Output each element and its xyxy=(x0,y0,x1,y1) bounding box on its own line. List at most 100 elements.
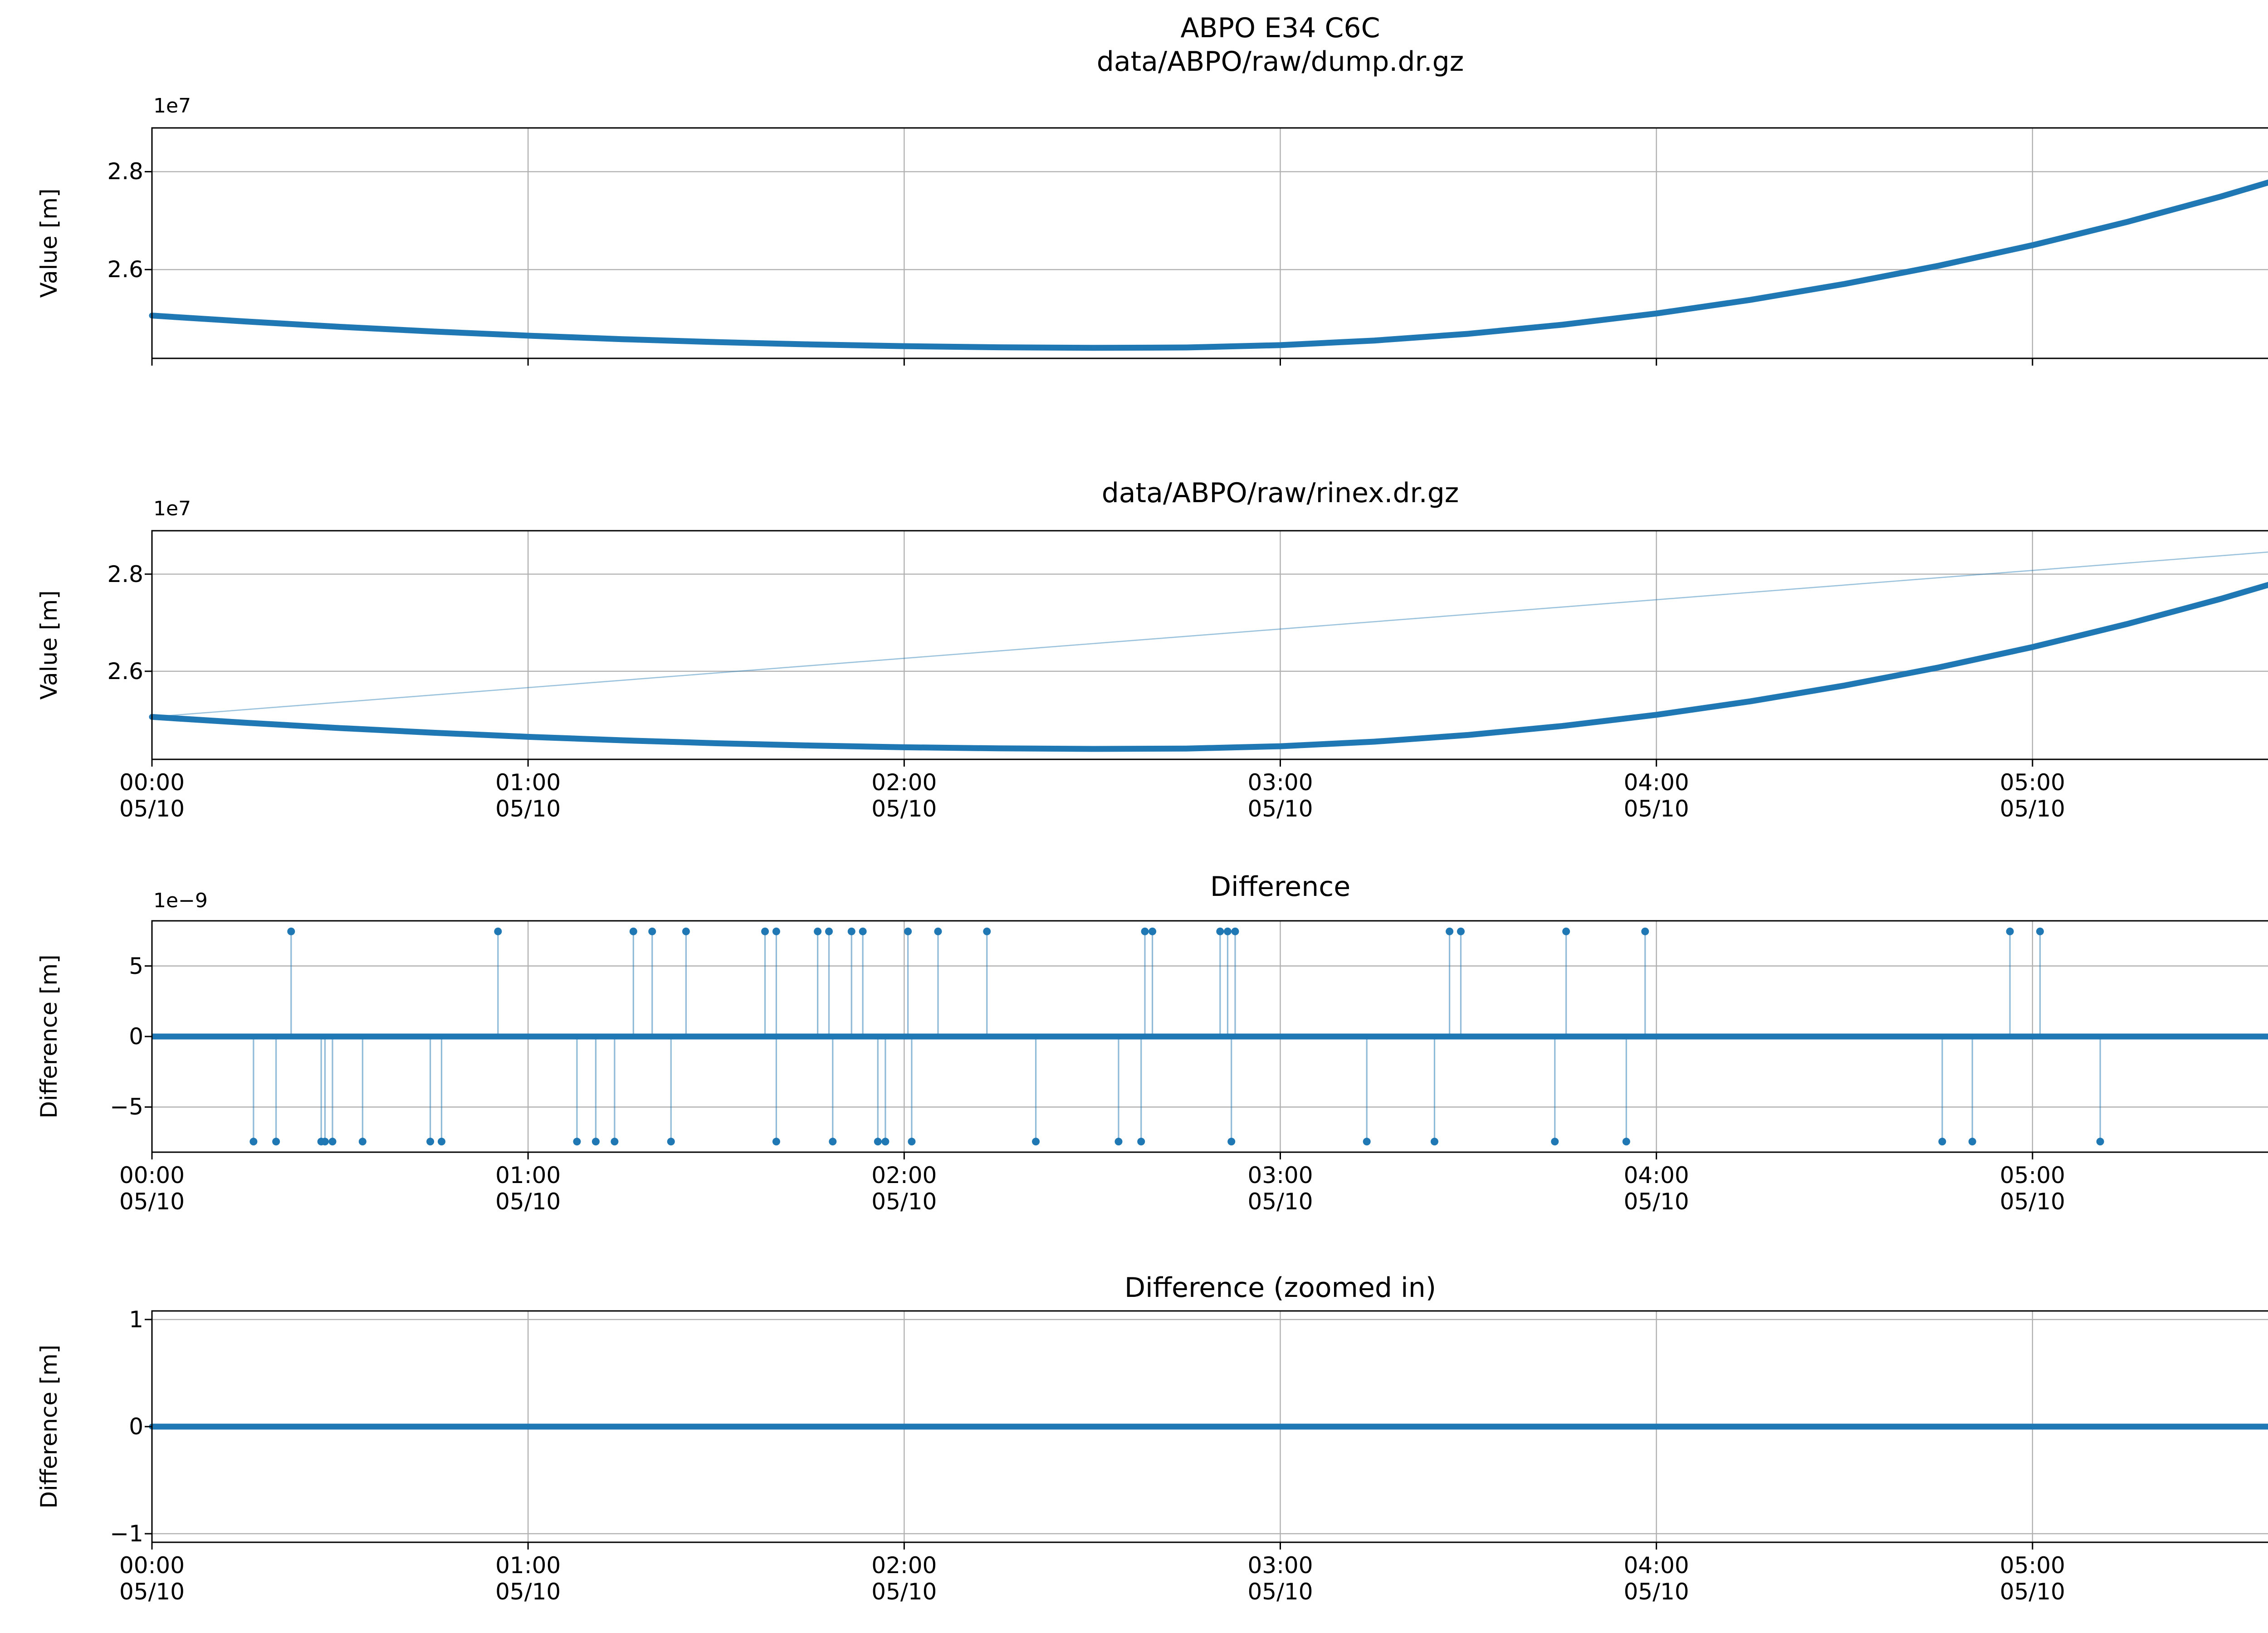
plot-dump-title: ABPO E34 C6C data/ABPO/raw/dump.dr.gz xyxy=(152,11,2268,78)
spike-marker xyxy=(1641,927,1649,935)
spike-marker xyxy=(1363,1138,1371,1146)
spike-marker xyxy=(573,1138,581,1146)
plot-difference-axes xyxy=(145,920,2268,1159)
data-line xyxy=(149,179,2268,351)
x-tick-date-label: 05/10 xyxy=(1623,1188,1689,1215)
data-line xyxy=(149,582,2268,752)
x-tick-date-label: 05/10 xyxy=(495,796,561,822)
x-tick-date-label: 05/10 xyxy=(495,1188,561,1215)
x-tick-date-label: 05/10 xyxy=(1623,796,1689,822)
spike-marker xyxy=(667,1138,675,1146)
spike-marker xyxy=(814,927,822,935)
plot-difference-title: Difference xyxy=(152,870,2268,904)
plot-rinex-title: data/ABPO/raw/rinex.dr.gz xyxy=(152,476,2268,510)
plot-dump-axes xyxy=(145,127,2268,366)
axes-spines xyxy=(151,127,2268,359)
spike-marker xyxy=(1149,927,1157,935)
spike-marker xyxy=(1231,927,1239,935)
spike-marker xyxy=(1968,1138,1976,1146)
x-tick-time-label: 03:00 xyxy=(1247,1162,1313,1188)
spike-marker xyxy=(1430,1138,1438,1146)
x-tick-date-label: 05/10 xyxy=(1247,1188,1313,1215)
axes-spines xyxy=(151,530,2268,760)
plot-difference-zoomed-title: Difference (zoomed in) xyxy=(152,1271,2268,1305)
x-tick-time-label: 00:00 xyxy=(119,769,185,796)
spike-marker xyxy=(934,927,942,935)
spike-marker xyxy=(1141,927,1149,935)
plot-dump-title-line1: ABPO E34 C6C xyxy=(1180,12,1380,44)
x-tick-date-label: 05/10 xyxy=(119,796,185,822)
x-tick-date-label: 05/10 xyxy=(871,1579,937,1605)
y-tick-label: 0 xyxy=(129,1413,143,1440)
spike-marker xyxy=(1562,927,1570,935)
spike-marker xyxy=(249,1138,258,1146)
plot-rinex-title-line1: data/ABPO/raw/rinex.dr.gz xyxy=(1101,477,1459,509)
spike-marker xyxy=(1457,927,1465,935)
x-tick-date-label: 05/10 xyxy=(119,1188,185,1215)
x-tick-time-label: 04:00 xyxy=(1623,769,1689,796)
y-tick-label: 1 xyxy=(129,1306,143,1333)
plot-rinex-axes xyxy=(145,530,2268,767)
spike-marker xyxy=(847,927,855,935)
spike-marker xyxy=(328,1138,337,1146)
y-tick-label: 2.6 xyxy=(107,256,143,283)
spike-marker xyxy=(1622,1138,1630,1146)
x-tick-date-label: 05/10 xyxy=(1999,1188,2065,1215)
y-tick-label: −1 xyxy=(110,1521,143,1547)
spike-marker xyxy=(1137,1138,1145,1146)
x-tick-time-label: 04:00 xyxy=(1623,1162,1689,1188)
spike-marker xyxy=(358,1138,367,1146)
spike-marker xyxy=(859,927,867,935)
plot-difference-title-line1: Difference xyxy=(1210,871,1351,903)
spike-marker xyxy=(272,1138,280,1146)
x-tick-date-label: 05/10 xyxy=(1999,796,2065,822)
y-tick-label: 2.8 xyxy=(107,561,143,587)
x-tick-date-label: 05/10 xyxy=(871,796,937,822)
x-tick-date-label: 05/10 xyxy=(495,1579,561,1605)
x-tick-time-label: 05:00 xyxy=(1999,1162,2065,1188)
x-tick-date-label: 05/10 xyxy=(1623,1579,1689,1605)
x-tick-time-label: 01:00 xyxy=(495,1552,561,1579)
x-tick-time-label: 00:00 xyxy=(119,1162,185,1188)
spike-marker xyxy=(2096,1138,2104,1146)
spike-marker xyxy=(772,1138,780,1146)
y-tick-label: 5 xyxy=(129,953,143,979)
plot-dump-offset-label: 1e7 xyxy=(153,94,191,117)
spike-marker xyxy=(437,1138,445,1146)
x-tick-time-label: 02:00 xyxy=(871,1552,937,1579)
x-tick-date-label: 05/10 xyxy=(1999,1579,2065,1605)
spike-marker xyxy=(1216,927,1224,935)
y-tick-label: 2.6 xyxy=(107,658,143,684)
spike-marker xyxy=(2006,927,2014,935)
x-tick-date-label: 05/10 xyxy=(871,1188,937,1215)
spike-marker xyxy=(761,927,769,935)
spike-marker xyxy=(1114,1138,1123,1146)
x-tick-time-label: 00:00 xyxy=(119,1552,185,1579)
spike-marker xyxy=(321,1138,329,1146)
y-tick-label: 2.8 xyxy=(107,158,143,185)
spike-marker xyxy=(1223,927,1232,935)
spike-marker xyxy=(1227,1138,1236,1146)
y-tick-label: 0 xyxy=(129,1023,143,1050)
x-tick-date-label: 05/10 xyxy=(119,1579,185,1605)
spike-marker xyxy=(648,927,656,935)
x-tick-time-label: 03:00 xyxy=(1247,769,1313,796)
spike-marker xyxy=(494,927,502,935)
x-tick-time-label: 03:00 xyxy=(1247,1552,1313,1579)
x-tick-time-label: 02:00 xyxy=(871,769,937,796)
spike-marker xyxy=(611,1138,619,1146)
spike-marker xyxy=(2036,927,2044,935)
plot-difference-offset-label: 1e−9 xyxy=(153,889,208,912)
x-tick-time-label: 05:00 xyxy=(1999,769,2065,796)
spike-marker xyxy=(1551,1138,1559,1146)
x-tick-date-label: 05/10 xyxy=(1247,1579,1313,1605)
spike-marker xyxy=(1032,1138,1040,1146)
spike-marker xyxy=(904,927,912,935)
spike-marker xyxy=(629,927,637,935)
plot-rinex-offset-label: 1e7 xyxy=(153,497,191,520)
y-tick-label: −5 xyxy=(110,1094,143,1120)
spike-marker xyxy=(829,1138,837,1146)
spike-marker xyxy=(874,1138,882,1146)
spike-marker xyxy=(682,927,690,935)
x-tick-time-label: 04:00 xyxy=(1623,1552,1689,1579)
